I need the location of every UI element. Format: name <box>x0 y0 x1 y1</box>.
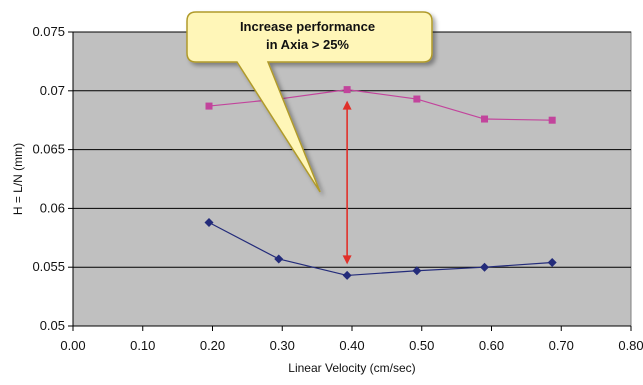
y-tick-label: 0.06 <box>40 200 65 215</box>
data-point-diamond <box>274 254 284 264</box>
series-line-2 <box>208 221 553 277</box>
data-point-diamond <box>412 266 422 276</box>
data-point-square <box>481 115 489 123</box>
y-tick-label: 0.055 <box>32 259 65 274</box>
y-axis-title: H = L/N (mm) <box>11 143 25 215</box>
data-point-diamond <box>204 218 214 228</box>
arrow-head-down <box>342 255 352 265</box>
callout-box <box>186 11 433 193</box>
data-point-diamond <box>342 270 352 280</box>
x-tick-label: 0.20 <box>200 338 225 353</box>
y-tick-label: 0.07 <box>40 83 65 98</box>
x-tick-label: 0.10 <box>130 338 155 353</box>
data-point-square <box>205 102 213 110</box>
data-point-square <box>413 95 421 103</box>
x-axis-title: Linear Velocity (cm/sec) <box>288 361 415 375</box>
x-tick-label: 0.50 <box>409 338 434 353</box>
callout-line-2: in Axia > 25% <box>266 37 349 52</box>
y-tick-label: 0.075 <box>32 24 65 39</box>
y-tick-label: 0.065 <box>32 142 65 157</box>
x-tick-label: 0.40 <box>339 338 364 353</box>
x-tick-label: 0.70 <box>549 338 574 353</box>
x-tick-label: 0.60 <box>479 338 504 353</box>
data-point-square <box>343 86 351 94</box>
data-point-diamond <box>547 257 557 267</box>
x-tick-label: 0.00 <box>60 338 85 353</box>
plot-area <box>72 31 632 327</box>
arrow-head-up <box>342 100 352 110</box>
data-point-diamond <box>480 262 490 272</box>
x-tick-label: 0.30 <box>270 338 295 353</box>
data-point-square <box>548 116 556 124</box>
x-tick-label: 0.80 <box>618 338 643 353</box>
y-tick-label: 0.05 <box>40 318 65 333</box>
callout-line-1: Increase performance <box>240 19 375 34</box>
